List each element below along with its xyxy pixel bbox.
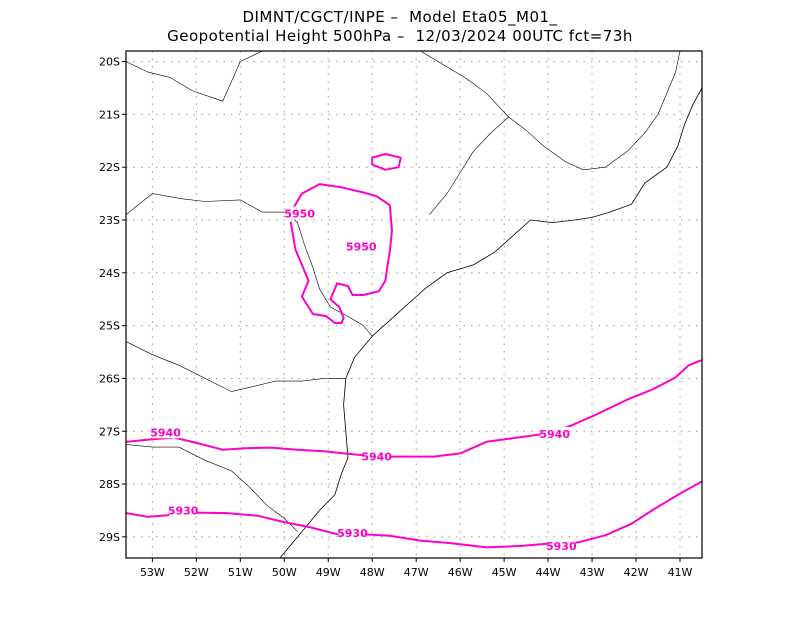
map-title-line-2: Geopotential Height 500hPa – 12/03/2024 … — [167, 27, 633, 45]
lon-tick-label: 52W — [184, 566, 209, 579]
contour-label: 5940 — [150, 426, 181, 439]
map-frame — [125, 50, 703, 559]
contour-label-bg — [285, 206, 314, 220]
lat-tick-label: 20S — [99, 56, 120, 69]
lat-tick-label: 25S — [99, 320, 120, 333]
lon-tick-label: 49W — [316, 566, 341, 579]
contour-label-bg — [362, 449, 391, 463]
contour-label-bg — [169, 503, 198, 517]
latitude-axis: 20S 21S 22S 23S 24S 25S 26S 27S 28S 29S — [99, 56, 126, 544]
lon-tick-label: 43W — [580, 566, 605, 579]
lon-tick-label: 42W — [624, 566, 649, 579]
lon-tick-label: 51W — [228, 566, 253, 579]
graticule — [126, 51, 702, 558]
contour-label: 5930 — [546, 540, 577, 553]
contour-label: 5940 — [361, 451, 392, 464]
contour-5930 — [126, 480, 702, 549]
map-title-line-1: DIMNT/CGCT/INPE – Model Eta05_M01_ — [242, 8, 558, 26]
contour-label-bg — [347, 239, 376, 253]
lat-tick-label: 28S — [99, 478, 120, 491]
contour-label: 5950 — [346, 240, 377, 253]
contour-layer: 5930 5930 5930 5940 5940 5940 5950 5950 — [126, 153, 702, 553]
lon-tick-label: 47W — [404, 566, 429, 579]
lat-tick-label: 29S — [99, 531, 120, 544]
coastline — [279, 335, 373, 558]
lon-tick-label: 48W — [360, 566, 385, 579]
contour-label-bg — [540, 426, 569, 440]
contour-label: 5950 — [284, 208, 315, 221]
contour-5950 — [371, 153, 402, 171]
state-border — [429, 51, 681, 215]
state-border — [126, 51, 263, 102]
contour-label: 5930 — [168, 504, 199, 517]
lat-tick-label: 27S — [99, 425, 120, 438]
lon-tick-label: 45W — [492, 566, 517, 579]
state-border — [126, 341, 346, 392]
contour-5940 — [126, 359, 702, 458]
lat-tick-label: 21S — [99, 108, 120, 121]
lon-tick-label: 46W — [448, 566, 473, 579]
contour-label: 5940 — [539, 428, 570, 441]
state-border — [126, 444, 298, 532]
lat-tick-label: 24S — [99, 267, 120, 280]
contour-5950 — [289, 183, 393, 324]
lon-tick-label: 41W — [668, 566, 693, 579]
lon-tick-label: 44W — [536, 566, 561, 579]
contour-label-bg — [338, 526, 367, 540]
lon-tick-label: 53W — [140, 566, 165, 579]
lon-tick-label: 50W — [272, 566, 297, 579]
contour-label-bg — [151, 425, 180, 439]
lat-tick-label: 23S — [99, 214, 120, 227]
coastline — [371, 87, 702, 337]
lat-tick-label: 22S — [99, 161, 120, 174]
state-border — [420, 51, 509, 118]
contour-label-bg — [547, 538, 576, 552]
lat-tick-label: 26S — [99, 372, 120, 385]
longitude-axis: 53W 52W 51W 50W 49W 48W 47W 46W 45W 44W 43W 42W 41W — [140, 558, 693, 579]
state-border — [126, 193, 373, 337]
contour-label: 5930 — [337, 527, 368, 540]
geography-lines — [126, 51, 702, 558]
